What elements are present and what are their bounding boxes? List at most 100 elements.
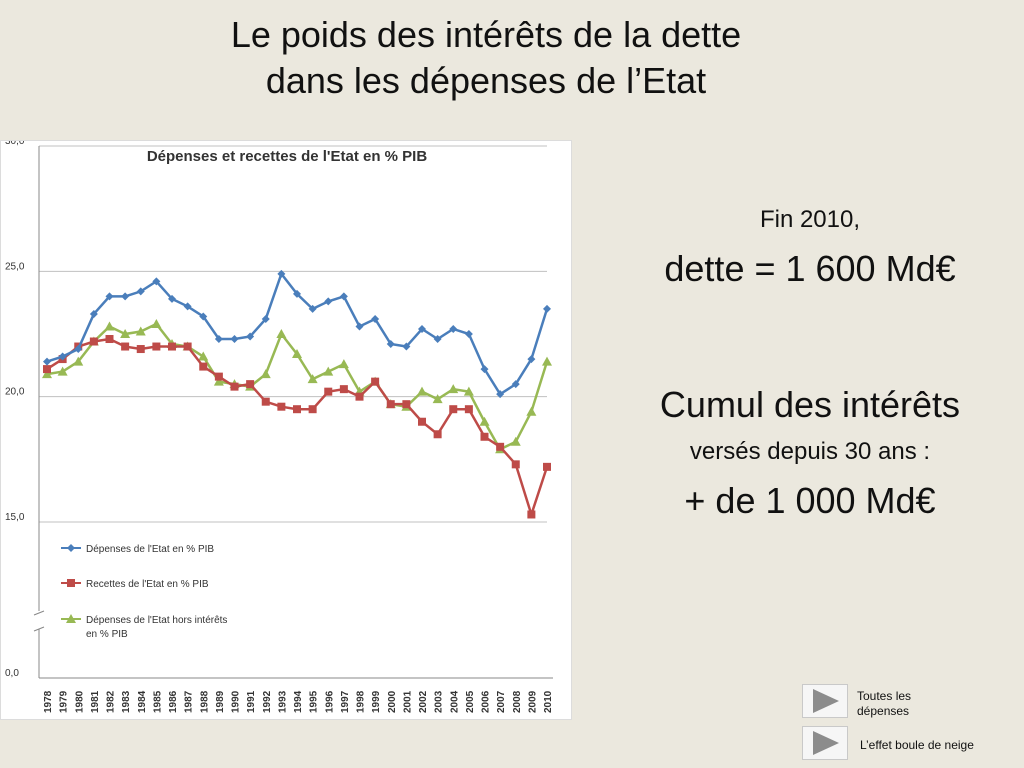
x-tick-label: 1990	[231, 690, 242, 713]
chart-container: Dépenses et recettes de l'Etat en % PIB …	[0, 140, 572, 720]
annotation-plus-de: + de 1 000 Md€	[684, 480, 936, 521]
annotation-verses: versés depuis 30 ans :	[689, 438, 931, 465]
data-point	[43, 365, 51, 374]
x-tick-label: 1997	[340, 690, 351, 713]
data-point	[168, 342, 176, 351]
x-tick-label: 1986	[168, 690, 179, 713]
legend-label: en % PIB	[86, 629, 128, 640]
x-tick-label: 1987	[184, 690, 195, 713]
data-point	[136, 345, 145, 354]
x-tick-label: 1989	[215, 690, 226, 713]
data-point	[293, 289, 301, 298]
data-point	[480, 365, 489, 374]
toutes-depenses-button[interactable]	[802, 684, 848, 718]
data-point	[73, 356, 84, 366]
data-point	[526, 406, 537, 416]
data-point	[386, 340, 395, 349]
toutes-depenses-link[interactable]: Toutes les dépenses	[857, 689, 911, 719]
slide-title-line2: dans les dépenses de l’Etat	[265, 60, 707, 101]
data-point	[58, 352, 67, 361]
x-tick-label: 2000	[387, 690, 398, 713]
data-point	[417, 386, 427, 396]
x-tick-label: 1983	[121, 690, 132, 713]
data-point	[510, 436, 521, 446]
data-point	[464, 405, 473, 414]
legend-label: Dépenses de l'Etat hors intérêts	[86, 615, 227, 626]
toutes-depenses-label-line1: Toutes les	[857, 689, 912, 703]
data-point	[402, 342, 411, 351]
x-tick-label: 2002	[418, 690, 429, 713]
x-tick-label: 1995	[309, 690, 320, 713]
data-point	[371, 314, 380, 323]
y-tick-label: 30,0	[5, 141, 25, 147]
data-point	[433, 335, 442, 344]
data-point	[105, 335, 114, 344]
data-point	[292, 349, 302, 359]
chart-title: Dépenses et recettes de l'Etat en % PIB	[147, 148, 428, 165]
x-tick-label: 1999	[371, 690, 382, 713]
x-tick-label: 2001	[402, 690, 413, 713]
data-point	[496, 390, 505, 399]
data-point	[449, 405, 458, 414]
data-point	[230, 382, 239, 391]
data-point	[418, 417, 426, 426]
data-point	[308, 405, 317, 414]
data-point	[511, 380, 520, 389]
data-point	[121, 292, 130, 301]
data-point	[89, 309, 98, 318]
legend-marker	[66, 614, 76, 623]
data-point	[542, 356, 552, 366]
data-point	[339, 292, 348, 301]
annotation-fin-2010: Fin 2010,	[759, 206, 861, 233]
boule-de-neige-link[interactable]: L’effet boule de neige	[860, 738, 974, 752]
data-point	[386, 400, 395, 409]
boule-de-neige-button[interactable]	[802, 726, 848, 760]
x-tick-label: 2006	[481, 690, 492, 713]
data-point	[527, 510, 536, 519]
data-point	[308, 304, 317, 313]
data-point	[324, 297, 333, 306]
data-point	[355, 322, 364, 331]
data-point	[449, 324, 458, 333]
data-point	[463, 386, 474, 396]
x-tick-label: 2005	[465, 690, 476, 713]
data-point	[527, 355, 536, 364]
data-point	[104, 321, 115, 331]
data-point	[276, 329, 287, 338]
data-point	[323, 366, 334, 376]
x-tick-label: 1985	[152, 690, 163, 713]
x-tick-label: 1982	[106, 690, 117, 713]
data-point	[324, 387, 333, 396]
data-point	[214, 372, 223, 381]
legend-label: Recettes de l'Etat en % PIB	[86, 579, 209, 590]
data-point	[152, 277, 161, 286]
x-tick-label: 2008	[512, 690, 523, 713]
data-point	[464, 330, 473, 338]
data-point	[402, 400, 411, 409]
data-point	[355, 392, 364, 401]
x-tick-label: 1980	[74, 690, 85, 713]
data-point	[199, 362, 208, 371]
data-point	[105, 292, 114, 301]
data-point	[246, 380, 255, 389]
data-point	[418, 324, 426, 333]
data-point	[261, 314, 270, 323]
data-point	[74, 345, 83, 354]
toutes-depenses-label-line2: dépenses	[857, 704, 910, 718]
x-tick-label: 2009	[527, 690, 538, 713]
data-point	[260, 369, 271, 379]
x-tick-label: 1994	[293, 690, 304, 713]
annotation-cumul: Cumul des intérêts	[659, 384, 961, 425]
data-point	[136, 287, 145, 296]
legend-label: Dépenses de l'Etat en % PIB	[86, 544, 214, 555]
data-point	[168, 294, 176, 303]
y-tick-label: 15,0	[5, 512, 25, 523]
data-point	[213, 376, 224, 386]
data-point	[135, 326, 146, 336]
x-tick-label: 2003	[434, 690, 445, 713]
data-point	[480, 432, 489, 441]
data-point	[214, 335, 223, 344]
x-tick-label: 2007	[496, 690, 507, 713]
axis-break-mark	[33, 610, 45, 616]
x-tick-label: 1988	[199, 690, 210, 713]
